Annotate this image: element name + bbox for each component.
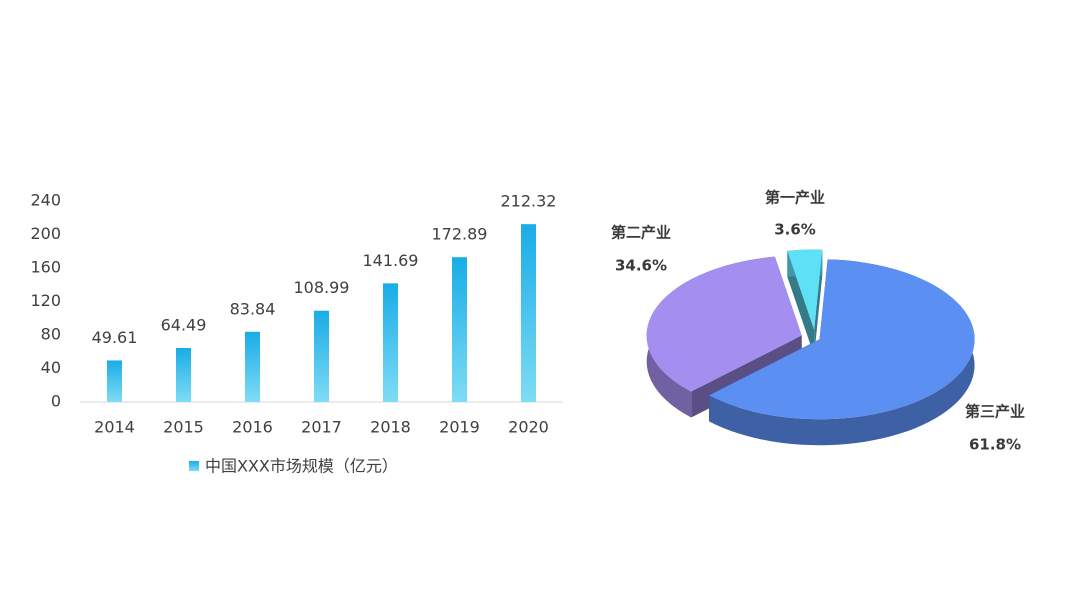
x-tick-label: 2015 [163,418,204,437]
pie-slice [787,249,823,330]
x-tick-label: 2016 [232,418,273,437]
pie-side-wall [787,250,815,356]
x-tick-label: 2014 [94,418,135,437]
x-tick-label: 2017 [301,418,342,437]
y-tick-label: 160 [30,258,61,277]
legend-swatch [189,461,199,471]
bar [521,224,536,402]
bar [314,310,329,402]
pie-value-label: 61.8% [969,436,1021,454]
x-tick-label: 2019 [439,418,480,437]
y-tick-label: 40 [41,358,61,377]
pie-side-wall [814,249,823,356]
value-label: 212.32 [501,192,557,211]
pie-value-label: 3.6% [774,221,816,239]
pie-value-label: 34.6% [615,257,667,275]
y-tick-label: 80 [41,325,61,344]
y-tick-label: 200 [30,224,61,243]
value-label: 83.84 [230,299,276,318]
value-label: 172.89 [432,225,488,244]
bar [176,347,191,402]
bar [245,331,260,402]
bar [383,283,398,402]
pie-category-label: 第二产业 [611,224,671,242]
y-tick-label: 0 [51,392,61,411]
pie-outer-wall [709,259,975,446]
bar [107,360,122,402]
value-label: 49.61 [92,328,138,347]
pie-category-label: 第三产业 [965,403,1025,421]
x-tick-label: 2020 [508,418,549,437]
bar [452,257,467,402]
legend-label: 中国XXX市场规模（亿元） [205,457,398,476]
y-tick-label: 120 [30,291,61,310]
pie-category-label: 第一产业 [765,189,825,207]
value-label: 141.69 [363,251,419,270]
pie-slice [709,259,975,420]
x-tick-label: 2018 [370,418,411,437]
pie-slice [646,256,802,392]
value-label: 108.99 [294,278,350,297]
value-label: 64.49 [161,315,207,334]
y-tick-label: 240 [30,191,61,210]
